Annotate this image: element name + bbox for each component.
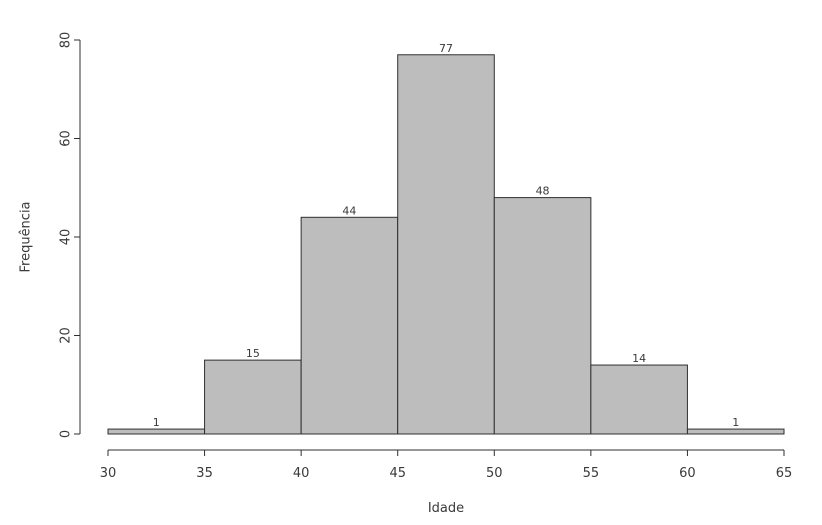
- bar-data-label: 1: [153, 416, 160, 429]
- histogram-bar: [590, 364, 688, 435]
- x-tick-label: 60: [679, 466, 696, 481]
- y-tick-label: 80: [59, 32, 74, 49]
- y-axis: 0 20 40 60 80: [59, 32, 81, 438]
- x-axis-title: Idade: [428, 501, 464, 516]
- bar-data-label: 77: [439, 42, 453, 55]
- y-tick-label: 20: [59, 327, 74, 344]
- bar-data-label: 44: [342, 204, 356, 217]
- histogram-bar: [107, 428, 206, 435]
- x-tick-label: 65: [776, 466, 793, 481]
- bar-data-label: 48: [536, 185, 550, 198]
- data-labels-group: 1 15 44 77 48 14 1: [153, 42, 739, 429]
- histogram-bar: [397, 54, 495, 435]
- x-axis: 30 35 40 45 50 55 60 65: [100, 449, 793, 481]
- x-tick-label: 55: [583, 466, 600, 481]
- y-axis-title: Frequência: [19, 201, 34, 272]
- x-tick-label: 50: [486, 466, 503, 481]
- histogram-bar: [204, 359, 302, 435]
- bar-data-label: 14: [632, 352, 646, 365]
- bar-data-label: 1: [732, 416, 739, 429]
- y-tick-label: 40: [59, 229, 74, 246]
- histogram-bar: [493, 197, 592, 435]
- y-tick-label: 0: [59, 430, 74, 438]
- x-tick-label: 40: [293, 466, 310, 481]
- y-tick-label: 60: [59, 130, 74, 147]
- x-tick-label: 35: [196, 466, 213, 481]
- x-tick-label: 30: [100, 466, 117, 481]
- histogram-bar: [686, 428, 785, 435]
- x-tick-label: 45: [389, 466, 406, 481]
- histogram-bar: [300, 216, 399, 435]
- bar-data-label: 15: [246, 347, 260, 360]
- bars-group: [107, 54, 785, 435]
